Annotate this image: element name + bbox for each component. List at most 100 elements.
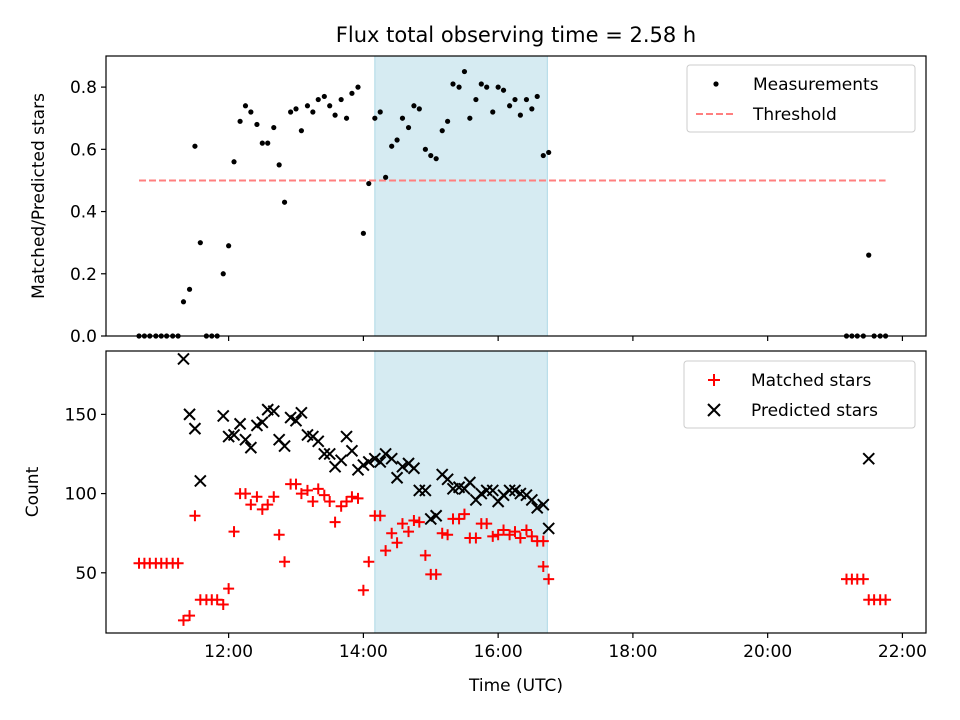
predicted-stars-point: [289, 414, 303, 427]
bottom-legend-matched-label: Matched stars: [751, 371, 871, 391]
bottom-data-layer: [133, 352, 892, 626]
top-legend-box: [686, 64, 916, 133]
matched-stars-point: [239, 488, 251, 500]
bottom-panel: 12:00 14:00 16:00 18:00 20:00 22:00 50 100 150 C…: [23, 350, 927, 696]
matched-stars-point: [386, 527, 398, 539]
matched-stars-point: [453, 513, 465, 525]
matched-stars-point: [324, 496, 336, 508]
predicted-stars-point: [233, 417, 247, 431]
measurement-point: [186, 286, 193, 292]
measurement-point: [484, 84, 490, 90]
measurement-point: [383, 174, 389, 180]
measurement-point: [338, 96, 344, 103]
matched-stars-point: [458, 508, 470, 520]
predicted-stars-point: [441, 473, 454, 486]
bottom-legend-predicted-marker: [707, 403, 721, 417]
predicted-stars-point: [537, 498, 550, 511]
matched-stars-point: [481, 518, 493, 530]
predicted-stars-point: [177, 352, 190, 366]
matched-stars-point: [223, 583, 235, 595]
bottom-x-tick-label: 22:00: [878, 642, 927, 662]
measurement-point: [512, 96, 518, 103]
bottom-series-2: [177, 352, 875, 535]
matched-stars-point: [312, 483, 324, 495]
matched-stars-point: [436, 527, 448, 539]
top-y-axis-label: Matched/Predicted stars: [29, 93, 49, 299]
matched-stars-point: [335, 500, 347, 512]
matched-stars-point: [273, 529, 285, 541]
top-legend-measurements-marker: [713, 81, 719, 87]
measurement-point: [197, 240, 203, 246]
matched-stars-point: [352, 492, 364, 504]
predicted-stars-point: [244, 441, 258, 454]
bottom-legend: Matched stars Predicted stars: [683, 360, 916, 429]
predicted-stars-point: [542, 522, 555, 535]
predicted-stars-point: [396, 460, 409, 473]
matched-stars-point: [492, 529, 504, 541]
bottom-y-tick-label: 150: [65, 405, 97, 425]
predicted-stars-point: [312, 435, 325, 448]
measurement-point: [180, 299, 187, 305]
predicted-stars-point: [267, 404, 280, 418]
top-y-tick-label: 0.8: [70, 78, 97, 98]
matched-stars-point: [346, 491, 358, 503]
measurement-point: [445, 118, 451, 124]
measurement-point: [506, 103, 513, 109]
measurement-point: [523, 96, 530, 103]
predicted-stars-point: [463, 476, 477, 489]
measurement-point: [237, 118, 243, 124]
measurement-point: [529, 106, 535, 112]
matched-stars-point: [189, 510, 201, 522]
measurement-point: [456, 84, 462, 90]
measurement-point: [461, 68, 468, 75]
predicted-stars-point: [239, 433, 252, 446]
measurement-point: [265, 140, 271, 146]
measurement-point: [332, 112, 338, 118]
matched-stars-point: [537, 535, 549, 547]
matched-stars-point: [211, 594, 223, 606]
matched-stars-point: [363, 556, 375, 568]
measurement-point: [288, 109, 294, 115]
matched-stars-point: [520, 524, 532, 536]
matched-stars-point: [442, 529, 454, 541]
bottom-y-axis-label: Count: [23, 466, 43, 517]
predicted-stars-point: [295, 406, 308, 419]
matched-stars-point: [217, 598, 229, 610]
measurement-point: [405, 124, 412, 131]
bottom-series-1: [133, 478, 892, 626]
measurement-point: [360, 230, 366, 236]
bottom-y-tick-label: 100: [65, 485, 97, 505]
predicted-stars-point: [340, 430, 353, 443]
measurement-point: [377, 109, 383, 115]
measurement-point: [490, 109, 496, 115]
predicted-stars-point: [407, 462, 421, 475]
top-axes-layer: 0.0 0.2 0.4 0.6 0.8: [70, 55, 927, 347]
matched-stars-point: [295, 488, 307, 500]
matched-stars-point: [307, 496, 319, 508]
matched-stars-point: [279, 556, 291, 568]
top-y-tick-label: 0.0: [70, 327, 97, 347]
predicted-stars-point: [188, 422, 202, 435]
measurement-point: [242, 103, 249, 109]
matched-stars-point: [251, 491, 263, 503]
top-observing-window-shade: [374, 55, 548, 337]
measurement-point: [343, 115, 350, 121]
measurement-point: [389, 143, 395, 149]
measurement-point: [192, 143, 198, 149]
chart-title: Flux total observing time = 2.58 h: [336, 23, 696, 47]
matched-stars-point: [380, 545, 392, 557]
matched-stars-point: [374, 510, 386, 522]
measurement-point: [433, 156, 439, 162]
measurement-point: [304, 103, 311, 109]
predicted-stars-point: [345, 444, 359, 458]
measurement-point: [534, 93, 540, 100]
bottom-x-axis-label: Time (UTC): [468, 676, 563, 696]
matched-stars-point: [419, 549, 431, 561]
predicted-stars-point: [531, 501, 544, 515]
bottom-legend-box: [683, 360, 916, 429]
matched-stars-point: [301, 484, 313, 496]
bottom-y-tick-label: 50: [75, 564, 97, 584]
matched-stars-point: [408, 515, 420, 527]
measurement-point: [473, 96, 479, 103]
predicted-stars-point: [862, 452, 875, 465]
